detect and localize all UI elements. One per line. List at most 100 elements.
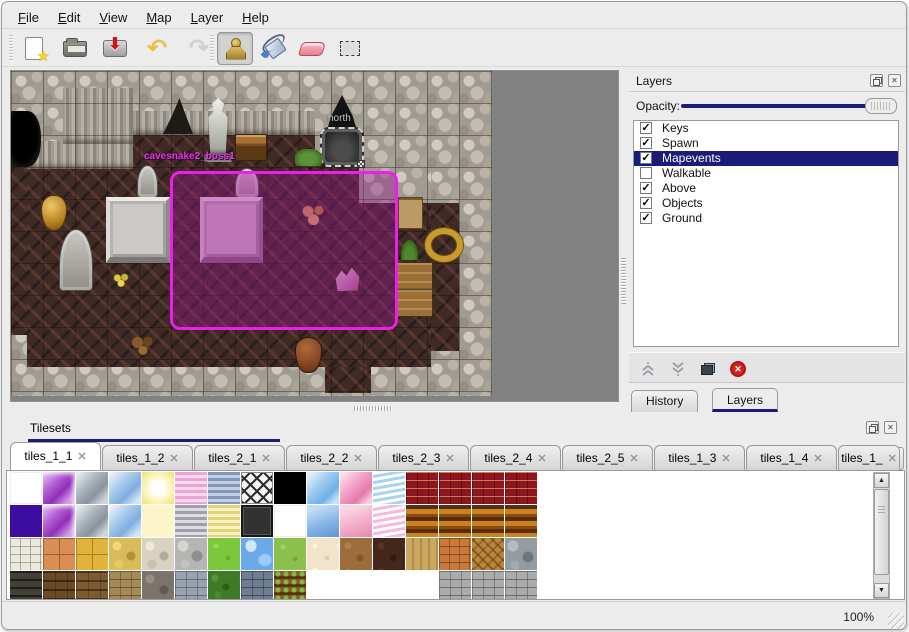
scroll-down-button[interactable]: ▼ [874, 583, 889, 598]
tile-grass[interactable] [274, 538, 306, 570]
horizontal-splitter[interactable] [354, 406, 392, 411]
tile-dirt-dark[interactable] [373, 538, 405, 570]
close-tab-icon[interactable]: ✕ [813, 453, 823, 465]
layer-row-ground[interactable]: ✓ Ground [634, 211, 898, 226]
layer-visibility-checkbox[interactable]: ✓ [640, 197, 652, 209]
close-tab-icon[interactable]: ✕ [887, 453, 897, 465]
tile-farm[interactable] [274, 571, 306, 599]
save-button[interactable]: ⬇ [97, 32, 133, 65]
layer-visibility-checkbox[interactable]: ✓ [640, 152, 652, 164]
tile-brick-grayblue[interactable] [175, 571, 207, 599]
tile-hedge[interactable] [208, 571, 240, 599]
layer-row-spawn[interactable]: ✓ Spawn [634, 136, 898, 151]
redo-button[interactable]: ↷ [181, 32, 217, 65]
tile-planks[interactable] [406, 538, 438, 570]
map-canvas[interactable]: north cavesnake2_boss1 [11, 71, 492, 396]
tile-cry-blue[interactable] [109, 505, 141, 537]
close-tab-icon[interactable]: ✕ [77, 451, 87, 463]
stamp-tool-button[interactable] [217, 32, 253, 65]
tileset-tab-tiles_2_1[interactable]: tiles_2_1 ✕ [194, 445, 285, 470]
tile-indigo[interactable] [10, 505, 42, 537]
tile-white[interactable] [274, 505, 306, 537]
raise-layer-button[interactable] [635, 356, 661, 381]
eraser-tool-button[interactable] [294, 32, 330, 65]
tile-stone-white[interactable] [10, 538, 42, 570]
tile-wall-tan[interactable] [109, 571, 141, 599]
tile-str-yellow[interactable] [208, 505, 240, 537]
tile-brick-gray2[interactable] [505, 571, 537, 599]
tileset-tab-tiles_1_4[interactable]: tiles_1_4 ✕ [746, 445, 837, 470]
close-tab-icon[interactable]: ✕ [721, 453, 731, 465]
close-tab-icon[interactable]: ✕ [629, 453, 639, 465]
lower-layer-button[interactable] [665, 356, 691, 381]
select-tool-button[interactable] [332, 32, 368, 65]
tile-brick-orange[interactable] [439, 538, 471, 570]
fill-tool-button[interactable] [257, 32, 293, 65]
tileset-tab-tiles_1_1[interactable]: tiles_1_1 ✕ [10, 442, 101, 470]
tile-white[interactable] [10, 472, 42, 504]
new-button[interactable]: ★ [16, 32, 52, 65]
scroll-up-button[interactable]: ▲ [874, 473, 889, 488]
tile-sign[interactable] [241, 505, 273, 537]
tile-brick-blue[interactable] [241, 571, 273, 599]
layer-visibility-checkbox[interactable] [640, 167, 652, 179]
opacity-slider-handle[interactable] [865, 98, 897, 114]
tile-brick-red[interactable] [505, 472, 537, 504]
tile-cry-gray[interactable] [76, 472, 108, 504]
layer-row-mapevents[interactable]: ✓ Mapevents [634, 151, 898, 166]
tile-tiles-gold[interactable] [76, 538, 108, 570]
tile-grass-bright[interactable] [208, 538, 240, 570]
tileset-view[interactable]: ▲ ▼ [6, 470, 905, 600]
opacity-slider[interactable] [681, 96, 897, 116]
tileset-tab-tiles_2_3[interactable]: tiles_2_3 ✕ [378, 445, 469, 470]
tileset-tab-tiles_2_5[interactable]: tiles_2_5 ✕ [562, 445, 653, 470]
tile-zig-pink[interactable] [373, 505, 405, 537]
float-tilesets-button[interactable] [866, 421, 879, 434]
tile-cobble-gray[interactable] [175, 538, 207, 570]
tile-water[interactable] [241, 538, 273, 570]
tileset-scrollbar[interactable]: ▲ ▼ [873, 472, 890, 599]
menu-edit[interactable]: Edit [57, 10, 81, 25]
tile-dirt[interactable] [340, 538, 372, 570]
tile-herringbone[interactable] [472, 538, 504, 570]
tile-tile-blue[interactable] [307, 505, 339, 537]
tileset-tab-tiles_1_3[interactable]: tiles_1_3 ✕ [654, 445, 745, 470]
close-tab-icon[interactable]: ✕ [353, 453, 363, 465]
layer-row-walkable[interactable]: Walkable [634, 166, 898, 181]
scrollbar-thumb[interactable] [874, 489, 889, 575]
tile-brick-red[interactable] [439, 472, 471, 504]
close-tab-icon[interactable]: ✕ [261, 453, 271, 465]
close-tab-icon[interactable]: ✕ [169, 453, 179, 465]
tile-str-brown[interactable] [472, 505, 504, 537]
menu-layer[interactable]: Layer [190, 10, 224, 25]
tab-layers[interactable]: Layers [712, 388, 779, 412]
tile-sand[interactable] [307, 538, 339, 570]
tile-wall-cobble[interactable] [142, 571, 174, 599]
undo-button[interactable]: ↶ [139, 32, 175, 65]
tileset-tab-tiles_2_2[interactable]: tiles_2_2 ✕ [286, 445, 377, 470]
layer-row-objects[interactable]: ✓ Objects [634, 196, 898, 211]
map-viewport[interactable]: north cavesnake2_boss1 [10, 70, 619, 402]
tile-str-pink[interactable] [175, 472, 207, 504]
tile-str-brown[interactable] [505, 505, 537, 537]
tile-wall-dark[interactable] [10, 571, 42, 599]
tile-tiles-orange[interactable] [43, 538, 75, 570]
tile-black[interactable] [274, 472, 306, 504]
menu-file[interactable]: File [18, 10, 39, 25]
menu-help[interactable]: Help [242, 10, 269, 25]
toolbar-grip[interactable] [9, 35, 13, 62]
tile-cry-pink[interactable] [340, 472, 372, 504]
tile-zig-blue[interactable] [373, 472, 405, 504]
close-panel-button[interactable]: ✕ [888, 74, 901, 87]
tile-stones-gray[interactable] [505, 538, 537, 570]
map-selection-rect[interactable] [170, 171, 398, 330]
tile-wall-brown[interactable] [43, 571, 75, 599]
layer-visibility-checkbox[interactable]: ✓ [640, 137, 652, 149]
tile-cobble-light[interactable] [142, 538, 174, 570]
layer-visibility-checkbox[interactable]: ✓ [640, 182, 652, 194]
layer-visibility-checkbox[interactable]: ✓ [640, 122, 652, 134]
menu-map[interactable]: Map [146, 10, 172, 25]
tile-wall-brown2[interactable] [76, 571, 108, 599]
tileset-tab-tiles_2_4[interactable]: tiles_2_4 ✕ [470, 445, 561, 470]
tile-tile-pink[interactable] [340, 505, 372, 537]
